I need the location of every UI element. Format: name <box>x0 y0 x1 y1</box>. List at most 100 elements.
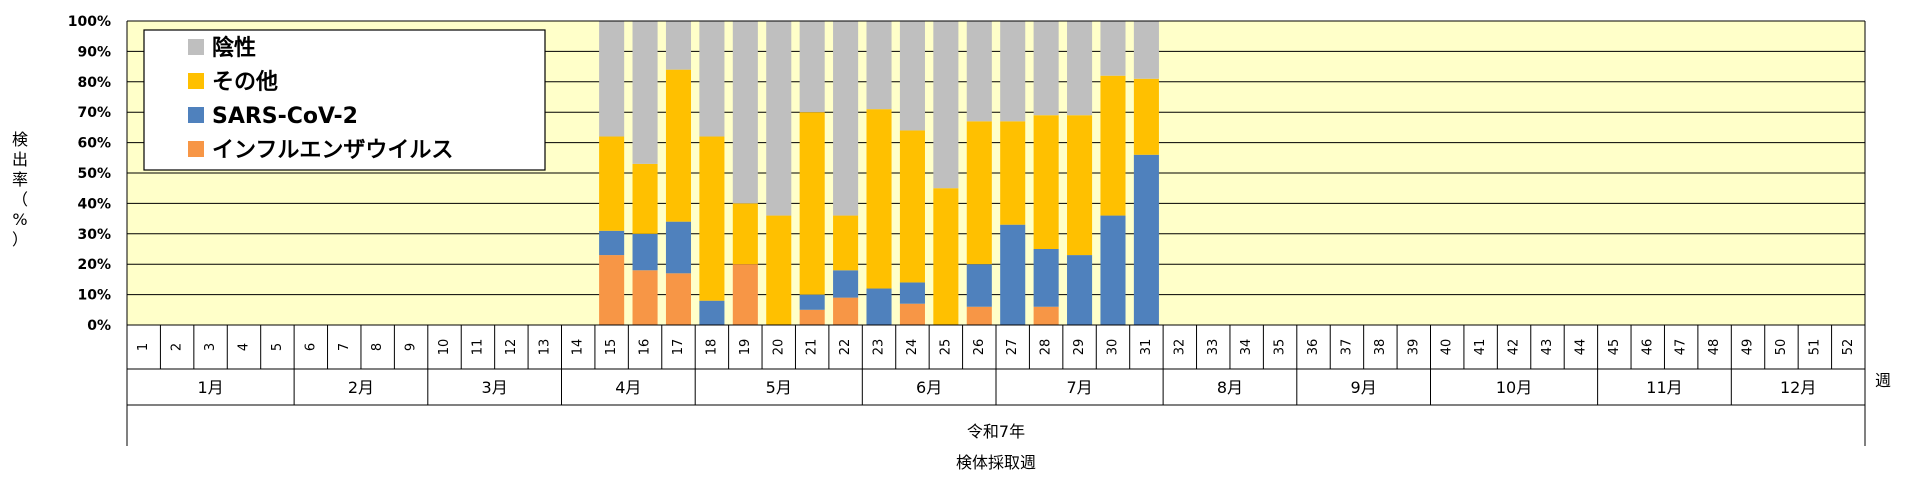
bar-segment <box>899 303 925 325</box>
y-tick-label: 0% <box>87 318 111 334</box>
bar-segment <box>1067 255 1093 325</box>
bar-segment <box>866 109 892 289</box>
legend-swatch <box>188 39 204 55</box>
x-tick-label: 28 <box>1039 339 1054 356</box>
bar-segment <box>766 215 792 325</box>
bar-segment <box>665 273 692 325</box>
bar-segment <box>1033 249 1059 307</box>
x-tick-label: 42 <box>1507 339 1522 356</box>
y-tick-label: 80% <box>77 75 111 91</box>
x-axis: 1 2 3 4 5 6 7 8 9 10 11 12 13 14 15 16 17 18 19 20 21 22 23 24 2… <box>126 20 1866 446</box>
bar-segment <box>599 136 625 231</box>
x-unit-label: 週 <box>1875 371 1891 390</box>
bar-segment <box>833 21 859 216</box>
x-tick-label: 14 <box>571 339 586 356</box>
year-label: 令和7年 <box>967 422 1025 441</box>
x-tick-label: 27 <box>1005 339 1020 356</box>
x-tick-label: 47 <box>1674 339 1689 356</box>
x-tick-label: 3 <box>203 343 218 351</box>
x-tick-label: 15 <box>604 339 619 356</box>
y-tick-label: 10% <box>77 288 111 304</box>
bar-segment <box>632 270 658 325</box>
bar-segment <box>966 121 992 265</box>
x-tick-label: 31 <box>1139 339 1154 356</box>
x-tick-label: 36 <box>1306 339 1321 356</box>
x-tick-label: 7 <box>337 343 352 351</box>
bar-segment <box>833 215 859 271</box>
bar-segment <box>599 21 625 137</box>
bar-segment <box>933 188 959 325</box>
month-label: 6月 <box>916 378 942 397</box>
x-axis-title: 検体採取週 <box>956 453 1036 472</box>
bar-segment <box>1033 21 1059 116</box>
y-axis-label-char: % <box>12 210 27 229</box>
legend-swatch <box>188 73 204 89</box>
x-tick-label: 46 <box>1640 339 1655 356</box>
y-axis-label-char: 率 <box>12 170 28 189</box>
month-label: 3月 <box>482 378 508 397</box>
x-tick-label: 48 <box>1707 339 1722 356</box>
x-tick-label: 12 <box>504 339 519 356</box>
x-tick-label: 41 <box>1473 339 1488 356</box>
x-tick-label: 26 <box>972 339 987 356</box>
y-axis-label: 検出率（%） <box>12 130 28 249</box>
x-tick-label: 6 <box>303 343 318 351</box>
bar-segment <box>1133 21 1159 79</box>
month-label: 2月 <box>348 378 374 397</box>
bar-segment <box>1133 78 1159 155</box>
x-tick-label: 8 <box>370 343 385 351</box>
bar-segment <box>1000 21 1026 122</box>
bar-segment <box>1000 121 1026 225</box>
x-tick-label: 51 <box>1807 339 1822 356</box>
bar-segment <box>732 203 758 265</box>
x-tick-label: 49 <box>1741 339 1756 356</box>
y-tick-label: 50% <box>77 166 111 182</box>
y-tick-label: 100% <box>68 14 111 30</box>
x-tick-label: 30 <box>1105 339 1120 356</box>
bar-segment <box>966 264 992 307</box>
x-tick-label: 2 <box>170 343 185 351</box>
bar-segment <box>632 163 658 234</box>
y-axis-label-char: 出 <box>12 150 28 169</box>
bar-segment <box>1000 224 1026 325</box>
legend-label: 陰性 <box>212 35 256 61</box>
x-tick-label: 19 <box>738 339 753 356</box>
x-tick-label: 10 <box>437 339 452 356</box>
x-tick-label: 4 <box>236 343 251 351</box>
bar-segment <box>833 270 859 298</box>
bar-segment <box>766 21 792 216</box>
bar-segment <box>1067 115 1093 256</box>
bar-segment <box>699 21 725 137</box>
bar-segment <box>632 21 658 164</box>
y-tick-label: 70% <box>77 105 111 121</box>
bar-segment <box>665 21 692 70</box>
bar-segment <box>1100 215 1126 325</box>
month-label: 1月 <box>197 378 223 397</box>
bar-segment <box>699 300 725 325</box>
x-tick-label: 35 <box>1273 339 1288 356</box>
bar-segment <box>799 309 825 325</box>
bar-segment <box>1067 21 1093 116</box>
legend-label: その他 <box>212 70 278 95</box>
bar-segment <box>933 21 959 189</box>
x-tick-label: 45 <box>1607 339 1622 356</box>
legend-box <box>143 29 546 171</box>
bar-segment <box>665 69 692 222</box>
bar-segment <box>1100 75 1126 216</box>
x-tick-label: 5 <box>270 343 285 351</box>
x-tick-label: 17 <box>671 339 686 356</box>
x-tick-label: 43 <box>1540 339 1555 356</box>
month-label: 9月 <box>1351 378 1377 397</box>
bar-segment <box>732 21 758 204</box>
legend-swatch <box>188 107 204 123</box>
y-axis-label-char: （ <box>12 190 28 209</box>
x-tick-label: 25 <box>938 339 953 356</box>
bar-segment <box>599 255 625 325</box>
bar-segment <box>866 21 892 110</box>
x-tick-label: 24 <box>905 339 920 356</box>
legend-label: インフルエンザウイルス <box>212 138 453 163</box>
bar-segment <box>833 297 859 325</box>
y-tick-label: 20% <box>77 257 111 273</box>
